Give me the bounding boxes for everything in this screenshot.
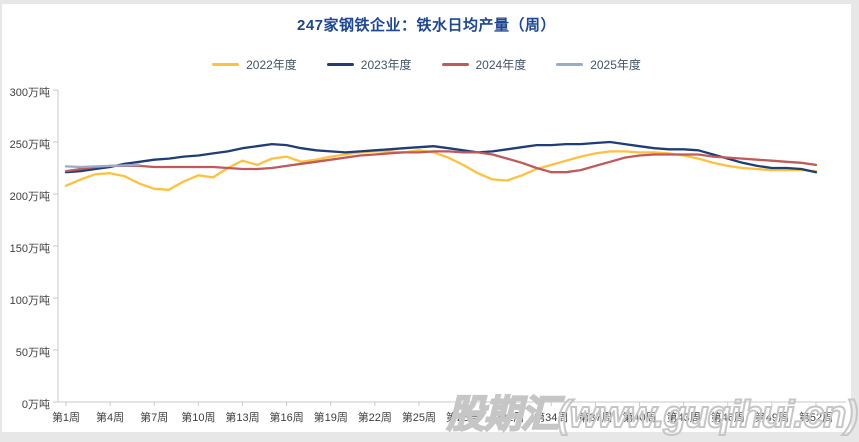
y-tick-label: 250万吨 [9,139,50,151]
chart-legend: 2022年度 2023年度 2024年度 2025年度 [2,56,851,73]
legend-item-2025: 2025年度 [556,56,641,73]
y-tick-label: 50万吨 [15,347,50,359]
legend-item-2022: 2022年度 [212,56,297,73]
x-tick-label: 第49周 [754,412,789,424]
x-tick-label: 第28周 [445,412,481,424]
x-tick-label: 第34周 [534,412,569,424]
y-tick-label: 0万吨 [21,399,50,411]
x-tick-label: 第46周 [710,412,745,424]
legend-item-label: 2022年度 [246,58,297,72]
x-tick-label: 第40周 [622,412,657,424]
x-tick-label: 第7周 [140,412,169,424]
x-tick-label: 第19周 [313,412,348,424]
x-tick-label: 第16周 [269,412,304,424]
y-tick-label: 150万吨 [9,243,50,255]
x-tick-label: 第43周 [666,412,701,424]
legend-item-label: 2024年度 [475,58,527,72]
series-line-2022 [64,149,818,191]
legend-item-2023: 2023年度 [326,56,412,73]
x-tick-label: 第13周 [225,412,260,424]
legend-line-swatch [441,63,469,66]
x-tick-label: 第25周 [401,412,437,424]
x-tick-label: 第52周 [798,412,834,424]
y-tick-label: 100万吨 [9,295,50,307]
x-tick-label: 第22周 [357,412,392,424]
x-tick-label: 第10周 [181,412,216,424]
x-tick-label: 第31周 [490,412,525,424]
x-tick-label: 第37周 [578,412,613,424]
series-line-2025 [64,163,141,169]
x-tick-label: 第1周 [51,412,81,424]
legend-line-swatch [556,63,584,66]
y-tick-label: 200万吨 [9,191,50,203]
series-line-2024 [64,150,818,174]
legend-item-2024: 2024年度 [441,56,527,73]
chart-card: 247家钢铁企业：铁水日均产量（周） 2022年度 2023年度 2024年度 202… [2,4,851,432]
legend-line-swatch [326,63,354,66]
legend-line-swatch [212,63,240,66]
legend-item-label: 2025年度 [590,58,641,72]
x-tick-label: 第4周 [96,412,125,424]
page-title: 247家钢铁企业：铁水日均产量（周） [296,17,557,34]
legend-item-label: 2023年度 [360,58,412,72]
y-tick-label: 300万吨 [9,87,50,99]
series-line-2023 [64,140,818,174]
